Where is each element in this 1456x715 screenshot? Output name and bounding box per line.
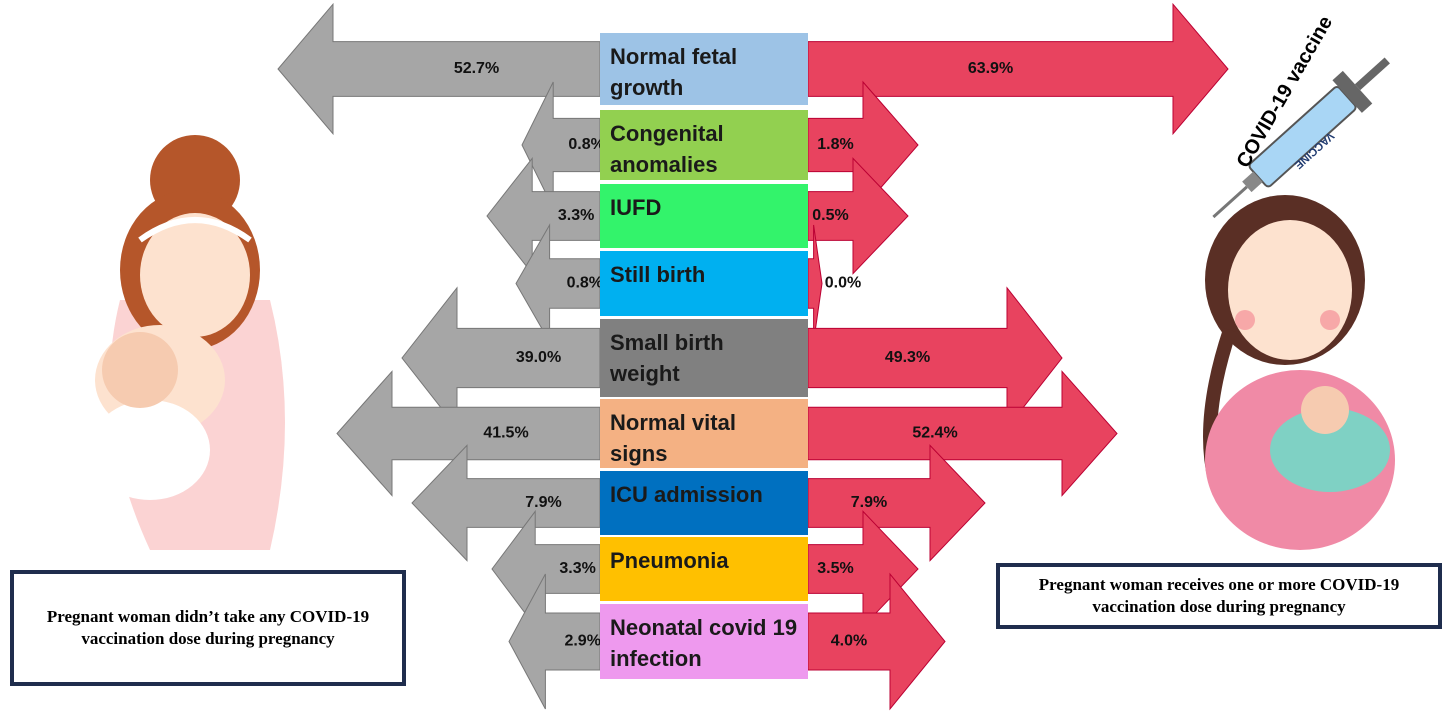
outcome-label: Normal fetal growth (600, 33, 808, 105)
outcome-label: Normal vital signs (600, 399, 808, 468)
right-arrow (807, 224, 823, 343)
left-caption: Pregnant woman didn’t take any COVID-19 … (10, 570, 406, 686)
right-caption: Pregnant woman receives one or more COVI… (996, 563, 1442, 629)
right-value: 4.0% (831, 633, 867, 650)
left-arrow (486, 156, 601, 276)
left-value: 3.3% (558, 207, 594, 224)
left-value: 2.9% (564, 633, 600, 650)
right-value: 7.9% (851, 494, 887, 511)
right-value: 0.0% (825, 275, 861, 292)
left-value: 3.3% (559, 560, 595, 577)
left-arrow (401, 286, 601, 430)
right-value: 1.8% (817, 136, 853, 153)
left-value: 39.0% (516, 349, 561, 366)
left-value: 7.9% (525, 494, 561, 511)
outcome-label: Pneumonia (600, 537, 808, 601)
left-arrow (277, 2, 601, 136)
right-arrow (807, 80, 919, 210)
outcome-label: Congenital anomalies (600, 110, 808, 180)
outcome-label: IUFD (600, 184, 808, 248)
right-value: 63.9% (968, 60, 1013, 77)
outcome-label: Still birth (600, 251, 808, 316)
left-value: 0.8% (567, 275, 603, 292)
right-arrow (807, 444, 986, 562)
mother-vaccinated (1203, 195, 1395, 550)
left-arrow (491, 509, 601, 629)
left-value: 52.7% (454, 60, 499, 77)
mother-unvaccinated (90, 135, 285, 550)
left-arrow (336, 370, 601, 497)
right-value: 52.4% (912, 425, 957, 442)
outcome-label: ICU admission (600, 471, 808, 535)
left-arrow (508, 573, 601, 710)
left-value: 41.5% (483, 425, 528, 442)
right-arrow (807, 572, 946, 711)
left-arrow (521, 81, 601, 209)
outcome-label: Small birth weight (600, 319, 808, 397)
right-arrow (807, 370, 1118, 497)
right-arrow (807, 286, 1063, 430)
outcome-label: Neonatal covid 19 infection (600, 604, 808, 679)
left-arrow (515, 223, 601, 344)
right-value: 0.5% (812, 207, 848, 224)
right-value: 3.5% (817, 560, 853, 577)
syringe (1212, 57, 1390, 219)
right-value: 49.3% (885, 349, 930, 366)
left-arrow (411, 444, 601, 562)
left-value: 0.8% (568, 136, 604, 153)
